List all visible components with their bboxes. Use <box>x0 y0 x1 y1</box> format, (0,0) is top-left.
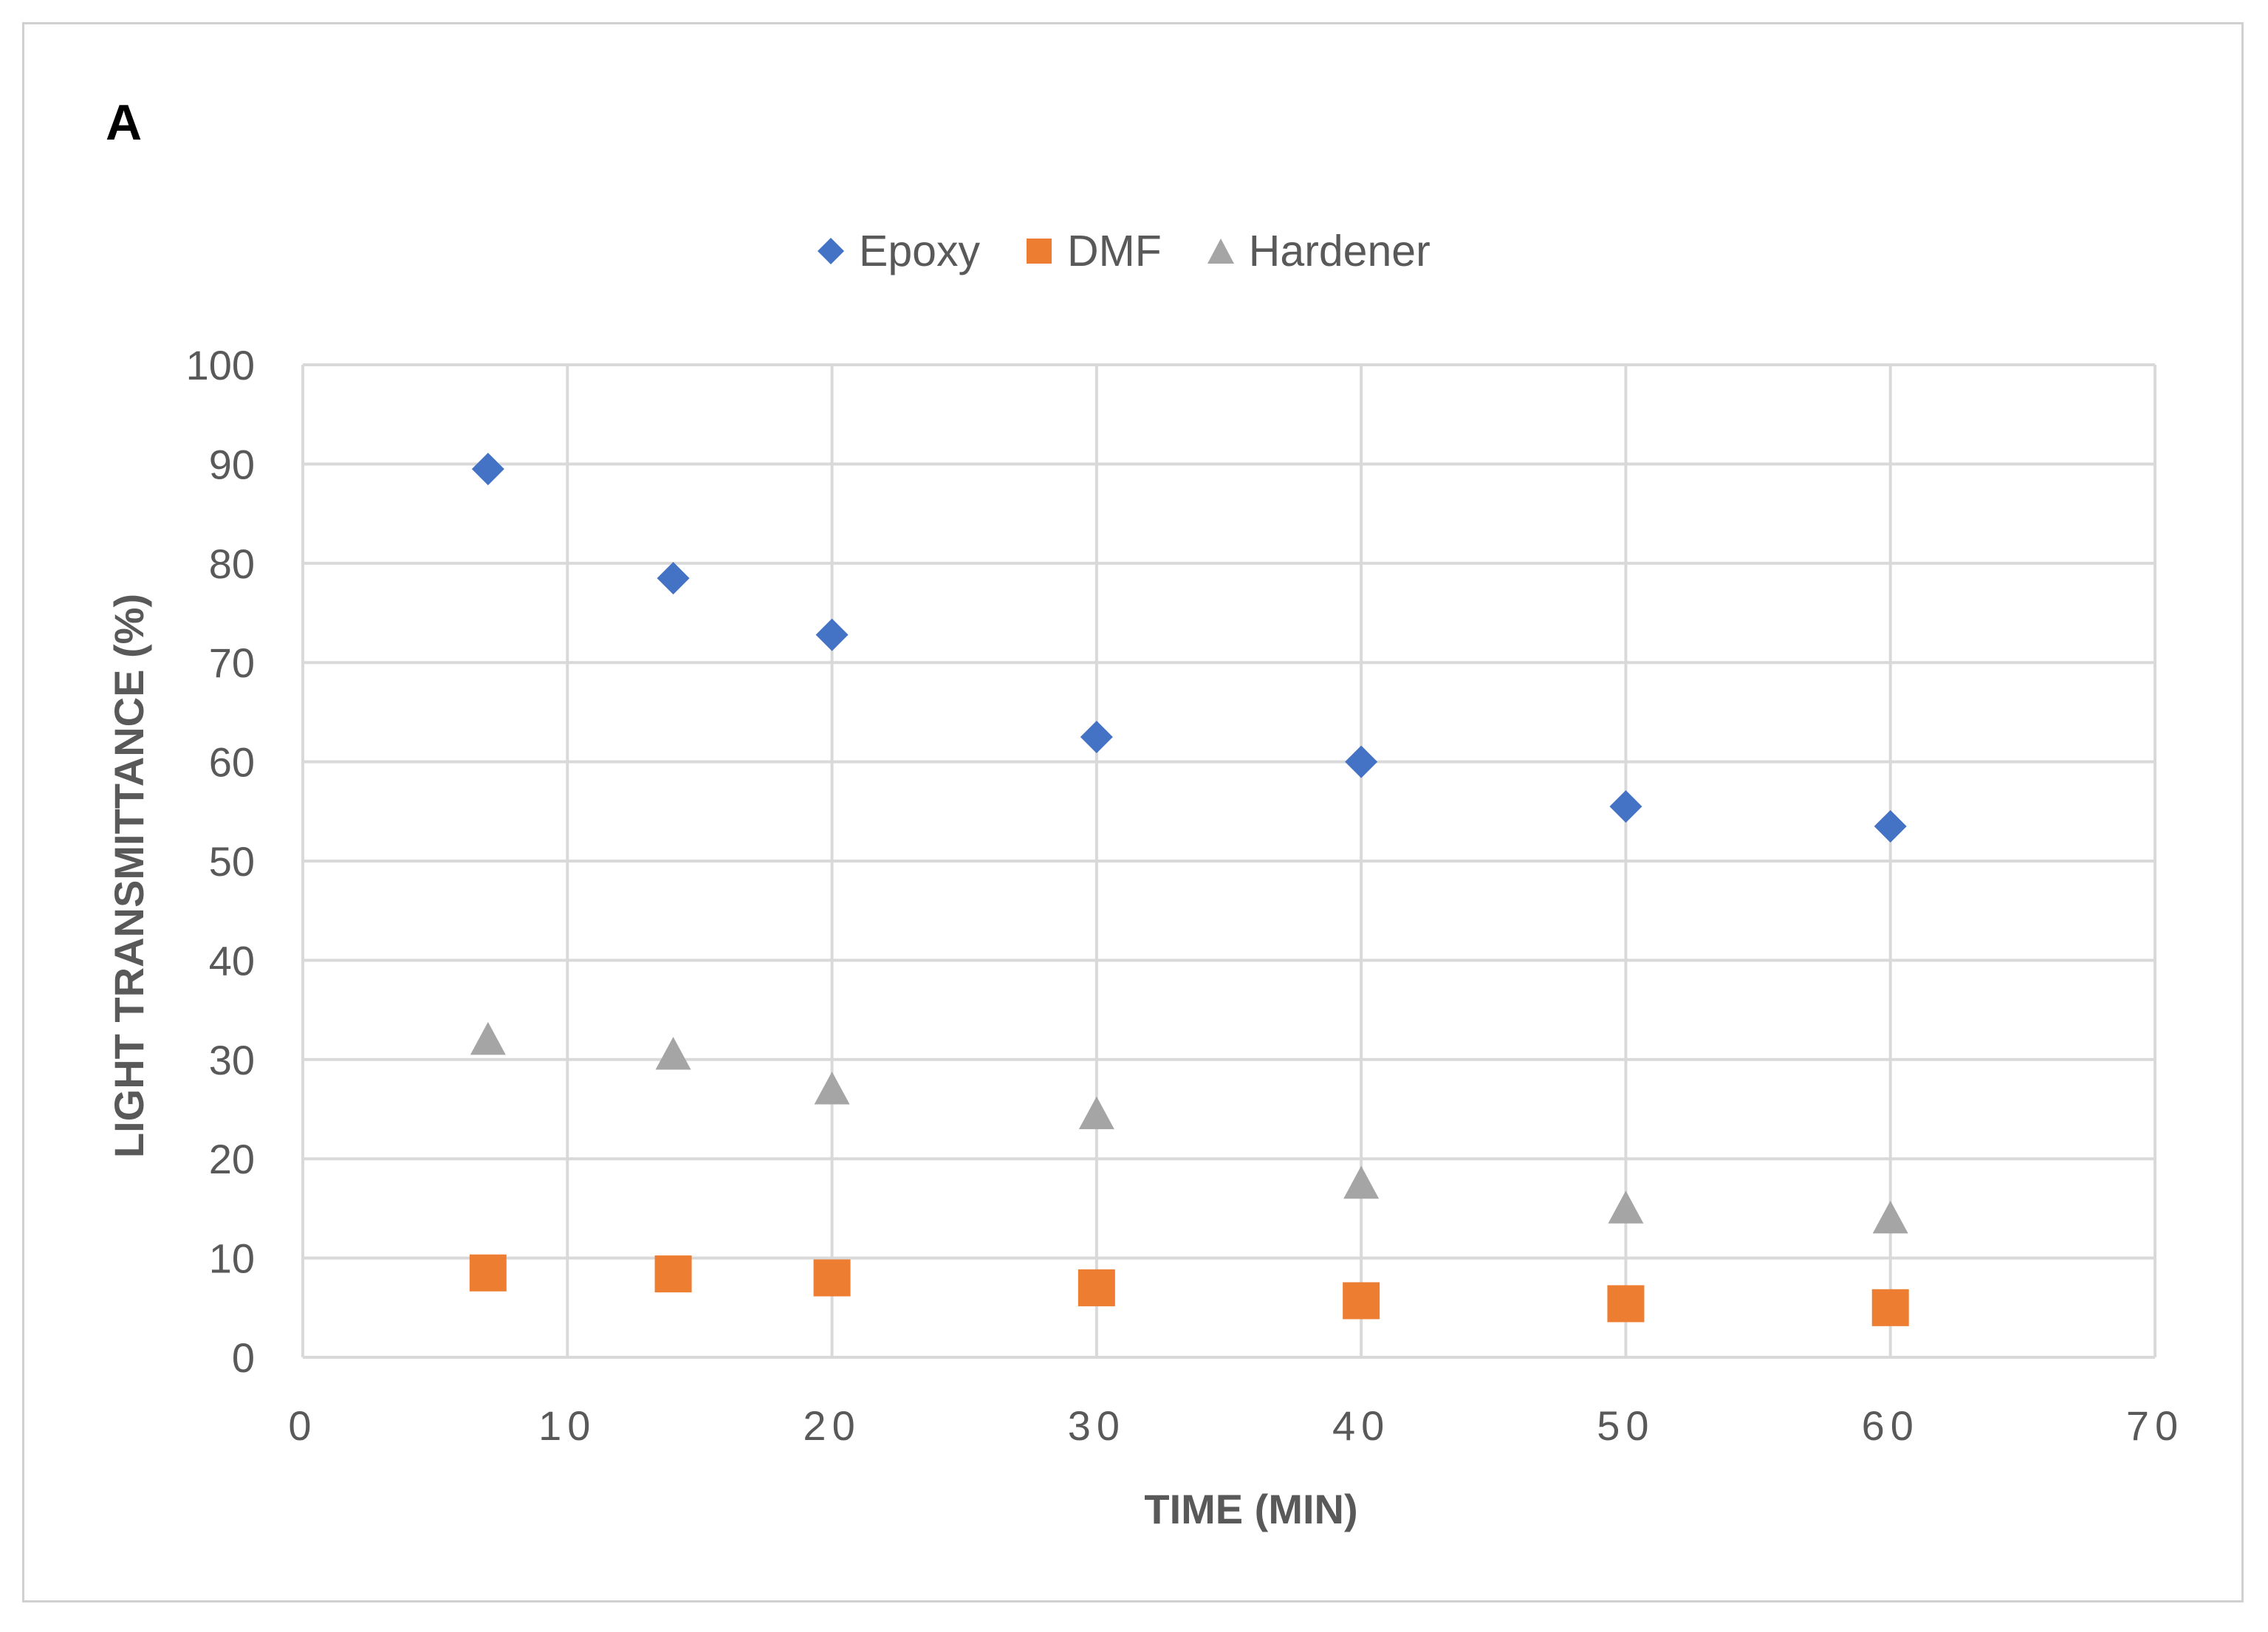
legend: Epoxy DMF Hardener <box>816 226 1475 276</box>
point-hardener <box>1872 1200 1908 1234</box>
point-hardener <box>1343 1165 1380 1199</box>
x-tick-label: 20 <box>803 1402 860 1449</box>
x-tick-label: 60 <box>1862 1402 1919 1449</box>
point-epoxy <box>1609 790 1642 823</box>
point-epoxy <box>815 618 849 651</box>
point-epoxy <box>1345 745 1378 778</box>
point-hardener <box>1078 1096 1114 1130</box>
legend-item-dmf: DMF <box>1024 226 1162 276</box>
point-hardener <box>470 1021 506 1055</box>
legend-marker-hardener <box>1207 239 1234 264</box>
x-tick-label: 10 <box>538 1402 596 1449</box>
legend-label-hardener: Hardener <box>1248 227 1431 275</box>
legend-item-hardener: Hardener <box>1206 226 1431 276</box>
y-tick-label: 70 <box>209 640 255 686</box>
legend-label-dmf: DMF <box>1066 227 1162 275</box>
y-tick-label: 40 <box>209 937 255 984</box>
point-epoxy <box>1080 721 1113 753</box>
y-tick-label: 10 <box>209 1235 255 1282</box>
point-epoxy <box>1874 809 1907 843</box>
x-axis-label: TIME (MIN) <box>1144 1486 1357 1532</box>
point-epoxy <box>657 561 690 594</box>
y-tick-label: 90 <box>209 441 255 487</box>
point-dmf <box>654 1255 692 1293</box>
point-dmf <box>469 1254 507 1292</box>
legend-item-epoxy: Epoxy <box>816 226 980 276</box>
y-tick-label: 50 <box>209 838 255 885</box>
point-dmf <box>1078 1269 1115 1306</box>
panel-label: A <box>106 95 143 151</box>
point-dmf <box>1607 1285 1645 1323</box>
point-hardener <box>1608 1190 1644 1224</box>
y-tick-label: 80 <box>209 541 255 587</box>
point-dmf <box>1871 1289 1909 1326</box>
x-tick-label: 30 <box>1068 1402 1126 1449</box>
x-tick-label: 40 <box>1332 1402 1390 1449</box>
y-tick-label: 60 <box>209 739 255 786</box>
y-tick-label: 30 <box>209 1037 255 1083</box>
legend-marker-epoxy <box>818 238 844 264</box>
y-tick-label: 100 <box>186 342 255 388</box>
chart-frame <box>22 22 2244 1602</box>
x-tick-label: 0 <box>288 1402 317 1449</box>
y-axis-label: LIGHT TRANSMITTANCE (%) <box>106 594 152 1158</box>
x-tick-label: 50 <box>1597 1402 1654 1449</box>
y-tick-label: 20 <box>209 1136 255 1182</box>
point-hardener <box>814 1072 850 1105</box>
point-dmf <box>813 1259 851 1297</box>
point-epoxy <box>471 453 504 486</box>
legend-label-epoxy: Epoxy <box>859 227 980 275</box>
y-tick-label: 0 <box>232 1334 255 1381</box>
point-dmf <box>1343 1282 1380 1320</box>
point-hardener <box>655 1037 691 1070</box>
legend-marker-dmf <box>1026 239 1052 264</box>
x-tick-label: 70 <box>2126 1402 2184 1449</box>
